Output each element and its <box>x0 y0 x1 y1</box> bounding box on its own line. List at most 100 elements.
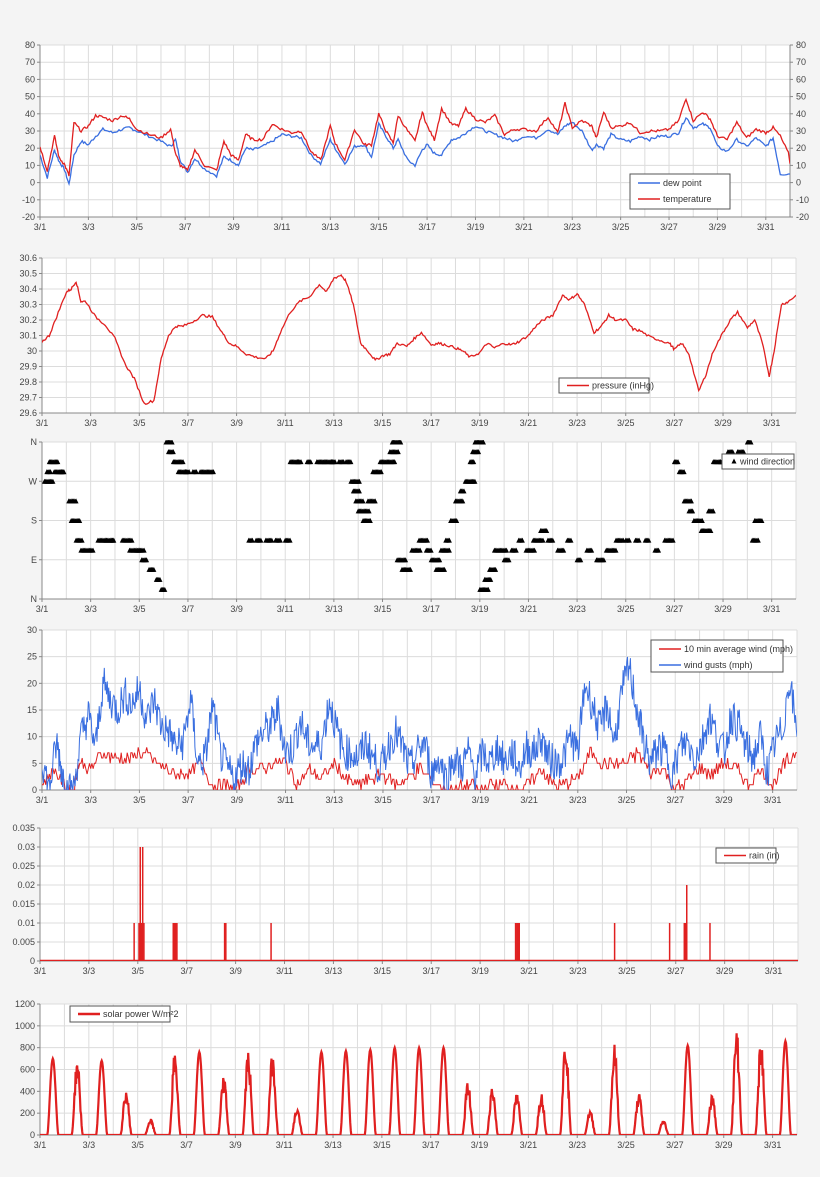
direction-marker <box>356 488 362 494</box>
y-tick-label: 60 <box>25 74 35 84</box>
direction-marker <box>356 478 362 484</box>
x-tick-label: 3/5 <box>133 795 146 804</box>
legend-label: temperature <box>663 194 712 204</box>
y-tick-label: 0.035 <box>12 823 35 833</box>
direction-marker <box>61 469 67 475</box>
x-tick-label: 3/29 <box>714 604 732 612</box>
direction-marker <box>681 469 687 475</box>
x-tick-label: 3/17 <box>422 418 440 428</box>
y-tick-label: 20 <box>25 143 35 153</box>
legend: wind direction <box>721 453 795 470</box>
x-tick-label: 3/25 <box>612 222 630 232</box>
direction-marker <box>730 449 736 455</box>
x-tick-label: 3/11 <box>277 795 294 804</box>
direction-marker <box>90 547 96 553</box>
y-tick-label: 80 <box>25 40 35 50</box>
direction-marker <box>428 547 434 553</box>
direction-marker <box>670 537 676 543</box>
legend: dew point temperature <box>629 173 731 210</box>
direction-marker <box>366 508 372 514</box>
direction-marker <box>461 488 467 494</box>
pressure-chart: 29.6 29.7 29.8 29.9 30 30.1 30.2 30.3 30.4 30.5 30… <box>0 250 820 430</box>
wind-direction-chart: N E S W N 3/1 3/3 3/5 3/7 3/9 3/11 3/13 3/15 3/17 3/19… <box>0 432 820 612</box>
x-tick-label: 3/1 <box>34 222 47 232</box>
x-tick-label: 3/19 <box>467 222 485 232</box>
x-tick-label: 3/1 <box>36 418 49 428</box>
x-tick-label: 3/27 <box>666 418 684 428</box>
direction-marker <box>561 547 567 553</box>
direction-marker <box>480 440 486 445</box>
x-tick-label: 3/27 <box>666 795 684 804</box>
direction-marker <box>699 518 705 523</box>
x-tick-label: 3/19 <box>471 966 489 976</box>
y-tick-label: 800 <box>20 1043 35 1053</box>
x-tick-label: 3/1 <box>36 604 49 612</box>
legend-label: wind gusts (mph) <box>683 660 753 670</box>
y-tick-label: N <box>31 437 38 447</box>
series-line <box>42 274 796 406</box>
x-tick-label: 3/29 <box>715 1140 733 1150</box>
direction-marker <box>129 537 135 543</box>
series-line <box>40 1033 797 1135</box>
x-tick-label: 3/5 <box>133 418 146 428</box>
x-tick-label: 3/5 <box>131 1140 144 1150</box>
direction-marker <box>513 547 519 553</box>
direction-marker <box>755 537 761 543</box>
x-tick-label: 3/31 <box>757 222 775 232</box>
x-tick-label: 3/31 <box>765 966 783 976</box>
direction-marker <box>407 566 413 572</box>
direction-marker <box>372 498 378 504</box>
direction-marker <box>460 498 466 504</box>
y-tick-label-right: 0 <box>796 178 801 188</box>
direction-marker <box>151 566 157 572</box>
direction-marker <box>601 557 607 563</box>
x-tick-label: 3/15 <box>373 1140 391 1150</box>
x-tick-label: 3/3 <box>84 604 97 612</box>
x-tick-label: 3/1 <box>34 966 47 976</box>
x-tick-label: 3/17 <box>422 1140 440 1150</box>
y-tick-label-right: 20 <box>796 143 806 153</box>
direction-marker <box>403 557 409 563</box>
x-tick-label: 3/25 <box>618 795 636 804</box>
legend: 10 min average wind (mph) wind gusts (mph… <box>650 639 793 673</box>
x-tick-label: 3/29 <box>715 795 733 804</box>
x-tick-label: 3/7 <box>182 418 195 428</box>
direction-marker <box>77 518 83 523</box>
direction-marker <box>162 586 168 592</box>
y-tick-label: 20 <box>27 678 37 688</box>
y-tick-label: 30 <box>25 126 35 136</box>
legend-label: pressure (inHg) <box>592 381 654 391</box>
x-tick-label: 3/17 <box>422 604 440 612</box>
x-tick-label: 3/13 <box>322 222 340 232</box>
direction-marker <box>170 449 176 455</box>
x-tick-label: 3/19 <box>471 418 489 428</box>
direction-marker <box>568 537 574 543</box>
y-tick-label: 29.6 <box>19 408 37 418</box>
direction-marker <box>50 478 56 484</box>
direction-marker <box>488 576 494 582</box>
y-tick-label: 1000 <box>15 1021 35 1031</box>
direction-marker <box>446 547 452 553</box>
direction-marker <box>544 528 550 534</box>
y-tick-label: 30.5 <box>19 269 37 279</box>
x-tick-label: 3/27 <box>667 966 685 976</box>
x-tick-label: 3/7 <box>180 1140 193 1150</box>
direction-marker <box>504 547 510 553</box>
x-tick-label: 3/21 <box>520 966 538 976</box>
x-tick-label: 3/5 <box>133 604 146 612</box>
direction-marker <box>55 459 61 465</box>
direction-marker <box>425 537 431 543</box>
x-tick-label: 3/13 <box>325 604 343 612</box>
pressure-chart-svg: 29.6 29.7 29.8 29.9 30 30.1 30.2 30.3 30.4 30.5 30… <box>19 253 797 428</box>
x-tick-label: 3/7 <box>179 222 192 232</box>
y-tick-label-right: 60 <box>796 74 806 84</box>
direction-marker <box>472 478 478 484</box>
direction-marker <box>378 469 384 475</box>
direction-marker <box>476 449 482 455</box>
y-tick-label: 50 <box>25 92 35 102</box>
direction-marker <box>180 459 186 465</box>
x-tick-label: 3/27 <box>660 222 678 232</box>
y-tick-label: -20 <box>22 212 35 222</box>
legend-label: wind direction <box>739 457 795 467</box>
y-tick-label: 5 <box>32 758 37 768</box>
